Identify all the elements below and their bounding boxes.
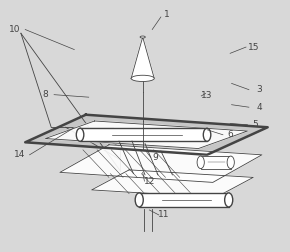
Text: 5: 5	[252, 120, 258, 129]
Text: 13: 13	[201, 91, 213, 101]
Ellipse shape	[197, 156, 204, 169]
Text: 9: 9	[152, 153, 158, 162]
Polygon shape	[60, 145, 262, 182]
Text: 14: 14	[14, 150, 25, 159]
Text: 15: 15	[247, 43, 259, 52]
Text: 3: 3	[256, 85, 262, 94]
Polygon shape	[80, 128, 207, 141]
Ellipse shape	[227, 156, 234, 169]
Polygon shape	[46, 121, 247, 149]
Polygon shape	[139, 193, 229, 207]
Ellipse shape	[203, 128, 211, 141]
Text: 1: 1	[164, 10, 170, 19]
Polygon shape	[131, 37, 154, 78]
Ellipse shape	[140, 36, 145, 38]
Polygon shape	[25, 115, 268, 155]
Ellipse shape	[135, 193, 143, 207]
Text: 12: 12	[144, 177, 155, 186]
Ellipse shape	[225, 193, 233, 207]
Text: 8: 8	[43, 90, 48, 99]
Ellipse shape	[131, 75, 154, 81]
Text: 10: 10	[9, 25, 21, 34]
Polygon shape	[201, 156, 231, 169]
Text: 11: 11	[158, 210, 170, 219]
Text: 4: 4	[256, 103, 262, 112]
Text: 6: 6	[227, 130, 233, 139]
Polygon shape	[92, 170, 253, 197]
Ellipse shape	[76, 128, 84, 141]
